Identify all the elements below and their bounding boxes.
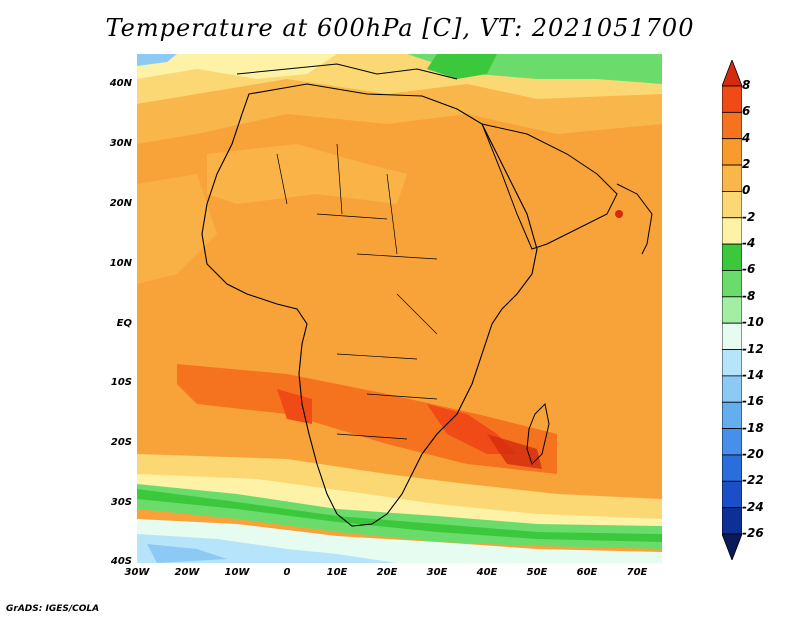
colorbar-segment xyxy=(722,217,742,245)
colorbar-label: -24 xyxy=(742,499,764,514)
lon-label-30w: 30W xyxy=(124,567,150,578)
colorbar-segment xyxy=(722,454,742,482)
colorbar-segment xyxy=(722,111,742,140)
lat-label-20s: 20S xyxy=(110,437,132,448)
lat-label-20n: 20N xyxy=(109,198,132,209)
colorbar-segment xyxy=(722,322,742,350)
colorbar-segment xyxy=(722,507,742,535)
colorbar xyxy=(722,60,742,560)
colorbar-segment xyxy=(722,428,742,456)
colorbar-label: -18 xyxy=(742,420,764,435)
colorbar-bottom-arrow xyxy=(722,533,742,560)
colorbar-segment xyxy=(722,401,742,429)
grads-credit: GrADS: IGES/COLA xyxy=(6,604,100,614)
colorbar-label: -12 xyxy=(742,341,764,356)
lon-label-20w: 20W xyxy=(174,567,200,578)
colorbar-label: 8 xyxy=(742,78,751,92)
temperature-map xyxy=(137,54,662,563)
colorbar-label: 4 xyxy=(742,130,751,145)
lat-label-30s: 30S xyxy=(110,497,132,508)
lon-label-50e: 50E xyxy=(526,567,548,578)
colorbar-segment xyxy=(722,480,742,509)
colorbar-label: 2 xyxy=(742,157,751,172)
colorbar-label: -22 xyxy=(742,473,764,488)
colorbar-label: -14 xyxy=(742,367,764,382)
lon-label-40e: 40E xyxy=(476,567,498,578)
lat-label-30n: 30N xyxy=(109,138,132,149)
lon-label-10w: 10W xyxy=(224,567,250,578)
lat-label-10n: 10N xyxy=(109,258,132,269)
colorbar-label: -10 xyxy=(742,315,764,330)
colorbar-label: -8 xyxy=(742,288,756,303)
colorbar-label: -26 xyxy=(742,526,764,540)
lat-label-10s: 10S xyxy=(110,377,132,388)
lon-label-60e: 60E xyxy=(576,567,598,578)
colorbar-segment xyxy=(722,270,742,298)
map-plot-area xyxy=(137,54,662,563)
colorbar-segment xyxy=(722,349,742,377)
lon-label-0: 0 xyxy=(283,567,291,578)
lon-label-70e: 70E xyxy=(626,567,648,578)
colorbar-label: -16 xyxy=(742,394,764,409)
colorbar-segment xyxy=(722,296,742,324)
lon-label-30e: 30E xyxy=(426,567,448,578)
colorbar-label: 0 xyxy=(742,183,751,198)
colorbar-top-arrow xyxy=(722,60,742,87)
colorbar-segment xyxy=(722,85,742,113)
colorbar-label: -2 xyxy=(742,209,756,224)
lat-label-40n: 40N xyxy=(109,78,132,89)
colorbar-segment xyxy=(722,375,742,403)
colorbar-label: -4 xyxy=(742,236,756,251)
colorbar-segment xyxy=(722,138,742,166)
colorbar-label: -6 xyxy=(742,262,756,277)
colorbar-label: 6 xyxy=(742,104,751,119)
colorbar-segment xyxy=(722,191,742,219)
lat-label-eq: EQ xyxy=(116,318,132,329)
colorbar-label: -20 xyxy=(742,446,764,461)
colorbar-segment xyxy=(722,164,742,192)
lat-label-40s: 40S xyxy=(110,556,132,567)
colorbar-segment xyxy=(722,243,742,271)
map-title: Temperature at 600hPa [C], VT: 202105170… xyxy=(105,14,695,42)
lon-label-20e: 20E xyxy=(376,567,398,578)
lon-label-10e: 10E xyxy=(326,567,348,578)
